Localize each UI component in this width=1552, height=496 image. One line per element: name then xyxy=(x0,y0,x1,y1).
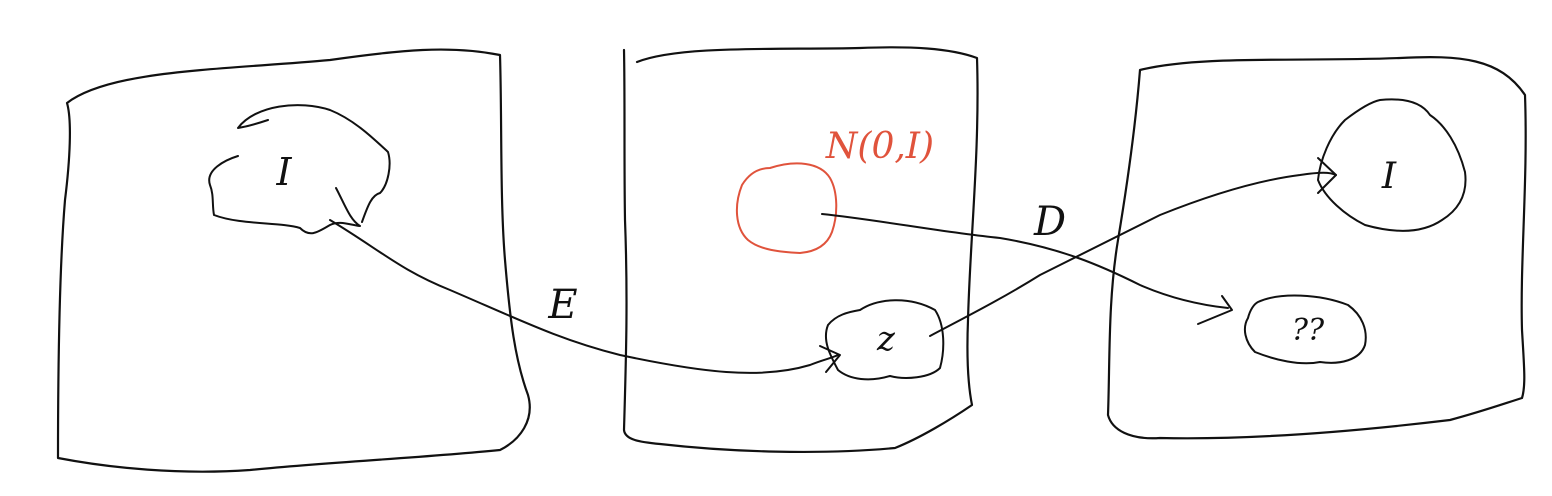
output-blob-label: I xyxy=(1381,156,1397,197)
decoder-arrow-head-1 xyxy=(1317,157,1337,194)
input-space-frame xyxy=(56,48,531,473)
prior-label: N(0,I) xyxy=(825,126,934,167)
latent-space-frame xyxy=(622,46,979,454)
input-blob-label: I xyxy=(275,150,292,194)
encoder-arrow-head xyxy=(819,345,841,373)
encoder-arrow-line xyxy=(329,219,839,374)
decoder-arrow-z-to-output xyxy=(929,157,1337,337)
latent-blob xyxy=(824,299,945,381)
input-space-panel: I xyxy=(56,48,531,473)
encoder-arrow: E xyxy=(329,219,841,374)
unknown-blob xyxy=(1243,294,1367,365)
encoder-label: E xyxy=(547,282,577,328)
unknown-blob-label: ?? xyxy=(1292,313,1325,348)
decoder-arrow-line-2 xyxy=(821,213,1229,309)
latent-space-panel: N(0,I) z xyxy=(622,46,979,454)
decoder-arrow-prior-to-unknown: D xyxy=(821,199,1233,325)
output-space-panel: I ?? xyxy=(1106,56,1527,440)
output-blob xyxy=(1317,98,1467,232)
decoder-label: D xyxy=(1033,199,1066,245)
prior-blob xyxy=(735,162,838,254)
latent-blob-label: z xyxy=(876,319,896,359)
input-blob xyxy=(208,104,391,235)
decoder-arrow-line-1 xyxy=(929,171,1337,337)
output-space-frame xyxy=(1106,56,1527,440)
decoder-arrow-head-2 xyxy=(1197,295,1233,325)
